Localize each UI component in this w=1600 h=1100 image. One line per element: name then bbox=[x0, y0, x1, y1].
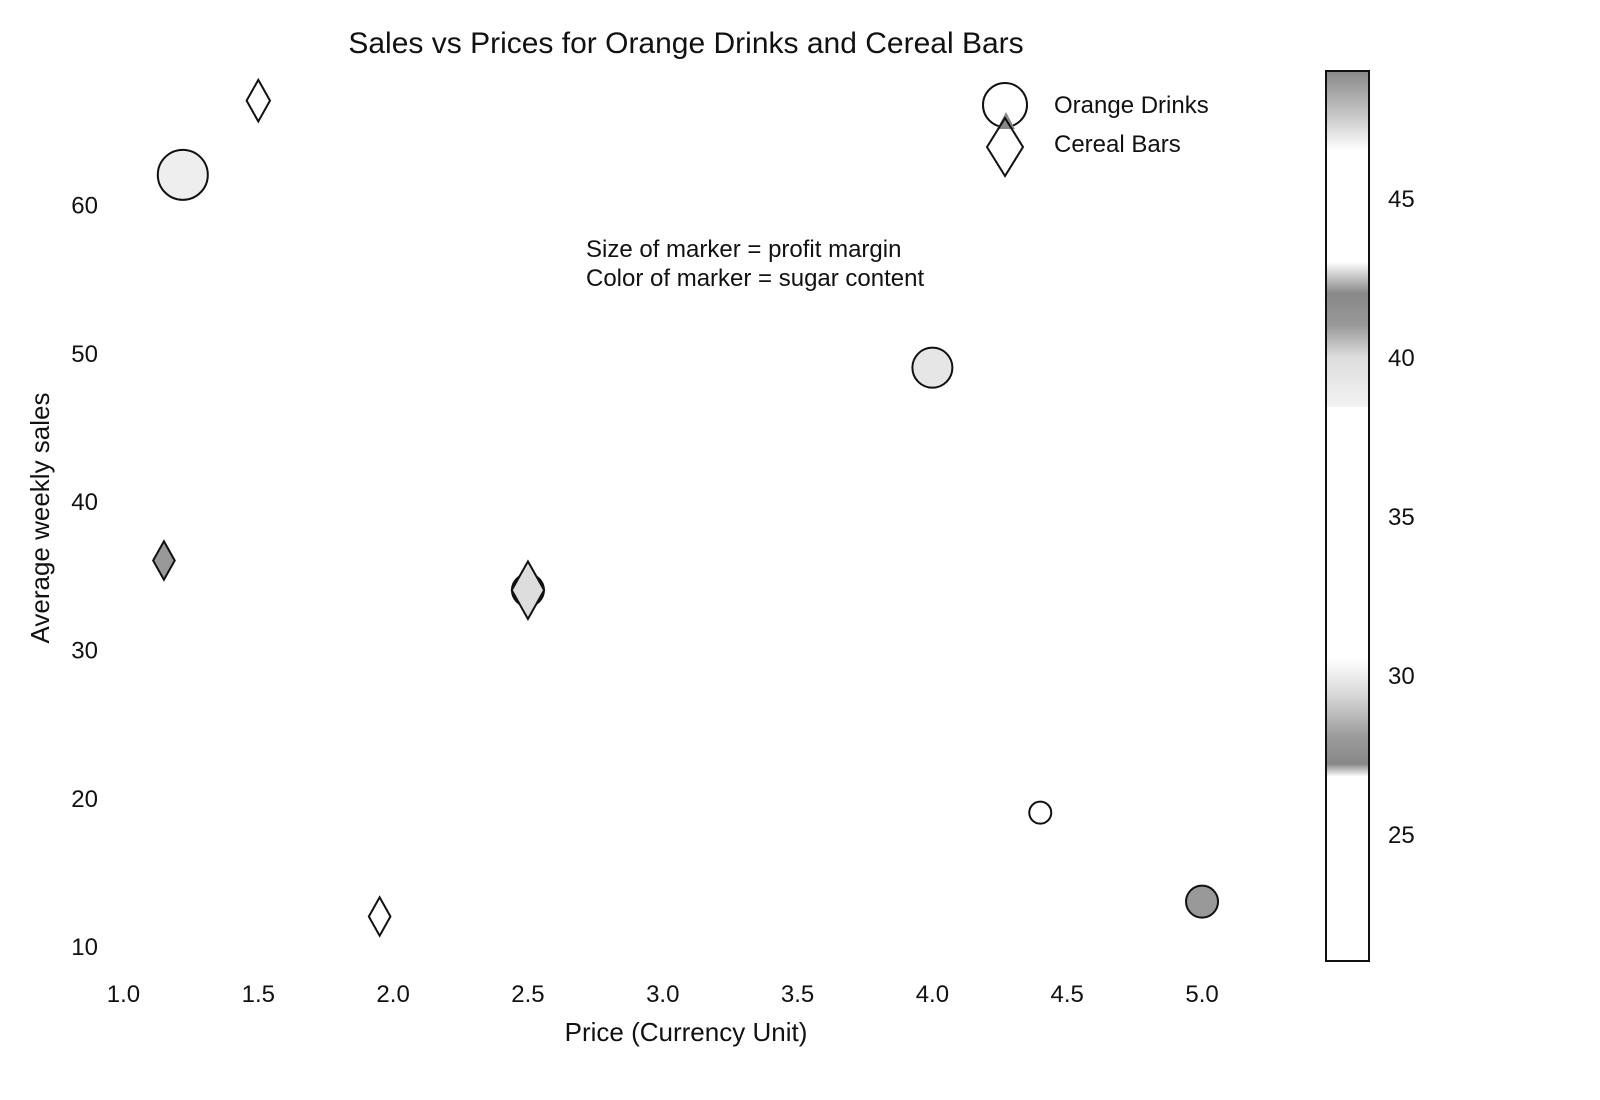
colorbar-tick-label: 30 bbox=[1388, 663, 1415, 690]
orange-drinks-marker bbox=[156, 148, 209, 201]
x-tick-label: 2.0 bbox=[376, 981, 409, 1008]
x-tick-label: 4.5 bbox=[1051, 981, 1084, 1008]
colorbar-tick-label: 25 bbox=[1388, 822, 1415, 849]
y-tick-label: 50 bbox=[71, 341, 98, 368]
x-tick-label: 3.0 bbox=[646, 981, 679, 1008]
x-tick-label: 2.5 bbox=[511, 981, 544, 1008]
x-tick-label: 3.5 bbox=[781, 981, 814, 1008]
cereal-bars-marker bbox=[367, 895, 392, 938]
colorbar-tick-label: 40 bbox=[1388, 345, 1415, 372]
legend-marker-cereal-bars bbox=[985, 116, 1025, 178]
orange-drinks-marker bbox=[911, 346, 954, 389]
chart-title: Sales vs Prices for Orange Drinks and Ce… bbox=[348, 27, 1023, 60]
legend-label-cereal-bars: Cereal Bars bbox=[1054, 131, 1181, 158]
colorbar-frame bbox=[1325, 70, 1370, 962]
annotation-size-line: Size of marker = profit margin bbox=[586, 236, 901, 263]
y-tick-label: 60 bbox=[71, 193, 98, 220]
data-markers bbox=[151, 77, 1220, 938]
x-axis-label: Price (Currency Unit) bbox=[565, 1017, 808, 1047]
y-tick-label: 20 bbox=[71, 786, 98, 813]
colorbar: 25 30 35 40 45 bbox=[1322, 70, 1415, 962]
y-tick-label: 10 bbox=[71, 934, 98, 961]
y-tick-label: 40 bbox=[71, 489, 98, 516]
legend: Orange Drinks Cereal Bars bbox=[982, 82, 1209, 178]
colorbar-tick-label: 45 bbox=[1388, 186, 1415, 213]
x-tick-label: 4.0 bbox=[916, 981, 949, 1008]
y-axis-ticks: 10 20 30 40 50 60 bbox=[71, 193, 98, 962]
cereal-bars-marker bbox=[510, 559, 546, 622]
colorbar-tick-label: 35 bbox=[1388, 504, 1415, 531]
y-axis-label: Average weekly sales bbox=[25, 393, 55, 644]
cereal-bars-marker bbox=[245, 77, 272, 124]
colorbar-gradient bbox=[1326, 71, 1369, 961]
x-axis-ticks: 1.0 1.5 2.0 2.5 3.0 3.5 4.0 4.5 5.0 bbox=[107, 981, 1219, 1008]
x-tick-label: 1.5 bbox=[242, 981, 275, 1008]
legend-label-orange-drinks: Orange Drinks bbox=[1054, 92, 1209, 119]
annotation-color-line: Color of marker = sugar content bbox=[586, 265, 924, 292]
colorbar-ticks: 25 30 35 40 45 bbox=[1388, 186, 1415, 849]
colorbar-gap bbox=[1322, 407, 1374, 477]
orange-drinks-marker bbox=[1185, 884, 1220, 919]
x-tick-label: 5.0 bbox=[1185, 981, 1218, 1008]
orange-drinks-marker bbox=[1028, 800, 1053, 825]
y-tick-label: 30 bbox=[71, 638, 98, 665]
cereal-bars-marker bbox=[151, 539, 176, 582]
x-tick-label: 1.0 bbox=[107, 981, 140, 1008]
